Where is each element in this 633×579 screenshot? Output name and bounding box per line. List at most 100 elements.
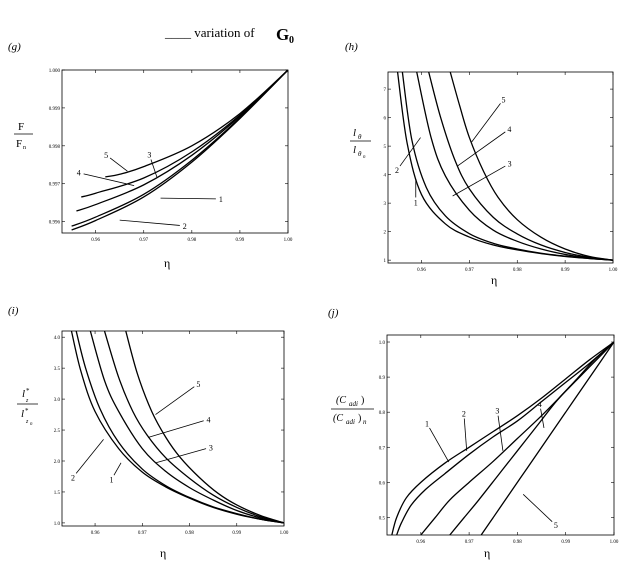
panel-g-tag: (g) <box>8 41 21 53</box>
panel-i-xtick-label: 0.97 <box>138 531 147 536</box>
panel-j-ylabel-den: (C <box>333 413 343 424</box>
panel-i-ytick-label: 1.5 <box>54 491 61 496</box>
panel-j-ytick-label: 0.5 <box>379 516 386 521</box>
panel-j-ylabel-num: (C <box>336 395 346 406</box>
panel-h-ytick-label: 1 <box>384 259 387 264</box>
panel-h-plot: 0.96 0.97 0.98 0.99 1.00 1 2 3 4 5 6 7 1 2 3 4 5 <box>384 71 618 273</box>
panel-j-xtick-label: 0.99 <box>561 540 570 545</box>
figure-title: ____ variation of G 0 <box>164 25 294 46</box>
panel-i-ytick-label: 3.0 <box>54 398 61 403</box>
panel-j-xtick-label: 0.96 <box>416 540 425 545</box>
panel-h-ylabel: l θ l θ n <box>350 127 371 160</box>
panel-j-ylabel-den-sub: adi <box>346 418 355 426</box>
panel-g-leader-3 <box>150 159 158 179</box>
panel-j-xtick-label: 0.97 <box>465 540 474 545</box>
panel-j-xtick-label: 1.00 <box>610 540 619 545</box>
panel-i-ytick-label: 2.5 <box>54 429 61 434</box>
panel-i-ytick-label: 2.0 <box>54 460 61 465</box>
panel-g-series-1 <box>71 70 288 227</box>
panel-i-ylabel-den-sub: z <box>25 419 29 425</box>
panel-h-xtick-label: 1.00 <box>609 268 618 273</box>
panel-g-ytick-label: 0.997 <box>49 183 61 188</box>
panel-j-ylabel-num-end: ) <box>361 395 364 406</box>
panel-h-leader-2 <box>399 137 421 167</box>
panel-h-leader-4 <box>457 131 506 167</box>
panel-j-ylabel: (C adi ) (C adi ) n <box>331 395 374 426</box>
panel-g-series-2 <box>71 70 288 231</box>
panel-i-curve-label-5: 5 <box>196 380 200 389</box>
panel-g-leader-1 <box>160 197 216 200</box>
panel-h-curve-label-1: 1 <box>414 198 418 207</box>
panel-i-ylabel-num: l <box>22 388 25 400</box>
panel-i-ytick-label: 1.0 <box>54 522 61 527</box>
panel-j-leader-5 <box>522 494 553 522</box>
panel-h-curve-label-4: 4 <box>507 125 511 134</box>
panel-g-xtick-label: 0.99 <box>236 238 245 243</box>
panel-j-frame <box>386 334 615 536</box>
panel-i-ytick-label: 4.0 <box>54 336 61 341</box>
panel-j-xtick-label: 0.98 <box>513 540 522 545</box>
panel-h-tag: (h) <box>345 41 358 53</box>
panel-i-series-5 <box>125 331 284 524</box>
panel-i-curve-label-2: 2 <box>71 473 75 482</box>
panel-g-ylabel: F F n <box>14 121 33 151</box>
panel-j-ytick-label: 0.6 <box>379 481 386 486</box>
panel-i-ylabel-den-subsub: n <box>30 422 33 427</box>
panel-i-frame <box>61 330 285 527</box>
panel-h: (h) l θ l θ n η 0.96 0.97 0.98 0.99 1.00 1 2 3 4… <box>345 41 618 287</box>
panel-g-ylabel-num: F <box>18 121 24 133</box>
panel-j-series-4 <box>449 341 614 535</box>
panel-g-curve-label-1: 1 <box>219 195 223 204</box>
panel-h-curve-label-5: 5 <box>501 95 505 104</box>
panel-h-leader-5 <box>471 103 501 143</box>
panel-j-curve-label-3: 3 <box>495 407 499 416</box>
panel-g-ytick-label: 1.000 <box>49 69 61 74</box>
panel-g-frame <box>61 69 289 234</box>
panel-h-ylabel-den-subsub: n <box>363 155 366 160</box>
panel-i-series-2 <box>75 331 284 524</box>
panel-j-plot: 0.96 0.97 0.98 0.99 1.00 0.5 0.6 0.7 0.8 0.9 1.0 1 2… <box>379 334 619 545</box>
panel-j-series-5 <box>480 341 614 535</box>
panel-g-series-3 <box>76 70 288 212</box>
panel-g-ylabel-den: F <box>16 138 22 150</box>
panel-j-leader-2 <box>463 418 468 451</box>
panel-i-ylabel-den: l <box>21 408 24 420</box>
panel-j-curve-label-1: 1 <box>425 420 429 429</box>
panel-j-ytick-label: 1.0 <box>379 341 386 346</box>
panel-j-ylabel-den-tail: n <box>363 418 367 426</box>
panel-j-ytick-label: 0.9 <box>379 376 386 381</box>
panel-g-curve-label-3: 3 <box>147 151 151 160</box>
panel-j-ytick-label: 0.8 <box>379 411 386 416</box>
panel-g-series-5 <box>105 70 288 178</box>
panel-i-ylabel-num-sup: * <box>26 387 30 395</box>
panel-j-curve-label-2: 2 <box>462 410 466 419</box>
panel-g-ytick-label: 0.996 <box>49 221 61 226</box>
panel-h-xlabel: η <box>491 273 497 287</box>
panel-h-ylabel-den-sub: θ <box>358 150 362 158</box>
panel-g-ytick-label: 0.999 <box>49 107 61 112</box>
panel-g-xtick-label: 0.97 <box>139 238 148 243</box>
panel-i-ylabel-num-sub: z <box>25 398 29 404</box>
panel-h-ytick-label: 4 <box>384 174 387 179</box>
panel-h-ytick-label: 7 <box>384 88 387 93</box>
panel-i-xtick-label: 1.00 <box>280 531 289 536</box>
panel-i-xtick-label: 0.98 <box>185 531 194 536</box>
panel-g-leader-2 <box>119 219 180 226</box>
panel-j-leader-4 <box>540 408 545 429</box>
panel-g-curve-label-2: 2 <box>183 222 187 231</box>
panel-i: (i) l * z l * z n η 0.96 0.97 0.98 0.99 1.00… <box>8 305 289 560</box>
panel-g-xtick-label: 1.00 <box>284 238 293 243</box>
panel-h-xtick-label: 0.96 <box>417 268 426 273</box>
panel-h-frame <box>387 71 614 264</box>
panel-i-curve-label-4: 4 <box>206 415 210 424</box>
panel-h-xtick-label: 0.99 <box>561 268 570 273</box>
panel-g-curve-label-4: 4 <box>77 169 81 178</box>
panel-h-series-2 <box>401 72 613 261</box>
panel-j-ylabel-num-sub: adi <box>349 400 358 408</box>
panel-h-series-4 <box>428 72 613 261</box>
panel-h-curve-label-2: 2 <box>395 166 399 175</box>
panel-j-curve-label-4: 4 <box>538 400 542 409</box>
panel-g-leader-4 <box>83 173 135 187</box>
panel-i-curve-label-1: 1 <box>109 476 113 485</box>
panel-i-ylabel: l * z l * z n <box>17 387 38 427</box>
